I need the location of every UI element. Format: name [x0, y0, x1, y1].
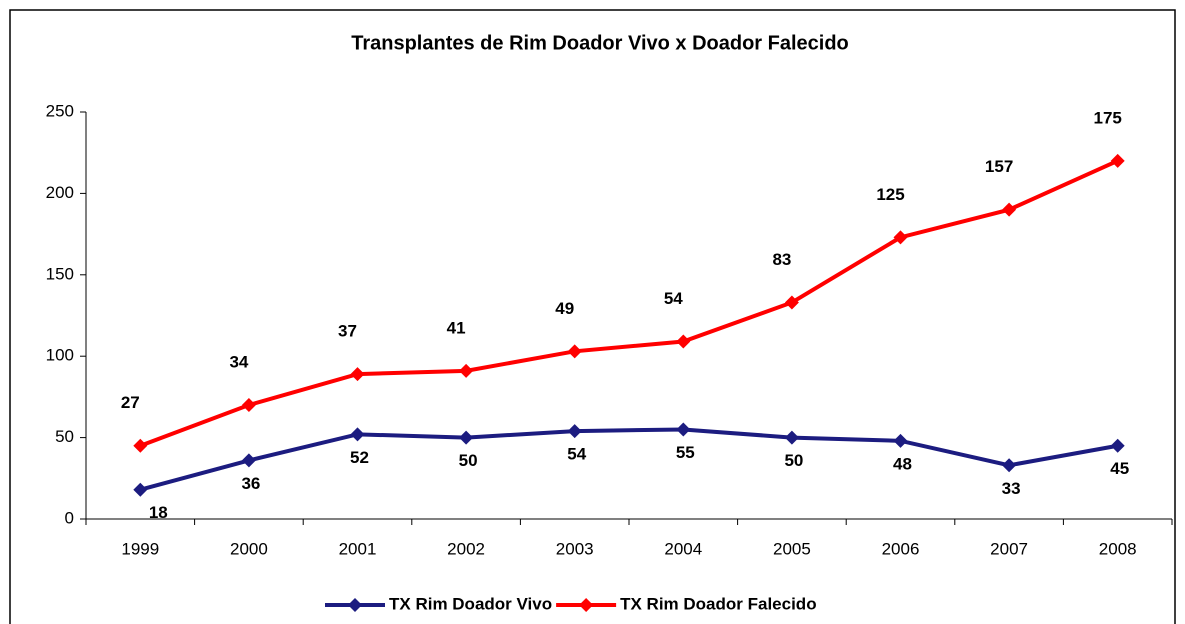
- y-tick-label: 150: [46, 264, 74, 283]
- data-label: 50: [459, 451, 478, 470]
- legend-label: TX Rim Doador Falecido: [620, 594, 816, 613]
- marker: [676, 422, 691, 437]
- data-label: 83: [772, 250, 791, 269]
- marker: [1002, 458, 1017, 473]
- data-label: 125: [876, 185, 904, 204]
- x-tick-label: 2002: [447, 539, 485, 558]
- y-tick-label: 200: [46, 183, 74, 202]
- marker: [893, 230, 908, 245]
- data-label: 54: [567, 445, 586, 464]
- x-tick-label: 2003: [556, 539, 594, 558]
- marker: [1110, 438, 1125, 453]
- y-tick-label: 250: [46, 101, 74, 120]
- data-label: 157: [985, 157, 1013, 176]
- marker: [784, 295, 799, 310]
- series-line: [139, 427, 1119, 492]
- data-label: 36: [241, 474, 260, 493]
- data-label: 49: [555, 299, 574, 318]
- data-label: 27: [121, 393, 140, 412]
- data-label: 55: [676, 443, 695, 462]
- data-label: 175: [1094, 108, 1122, 127]
- data-label: 34: [229, 353, 248, 372]
- data-label: 18: [149, 503, 168, 522]
- marker: [350, 427, 365, 442]
- y-tick-label: 0: [65, 508, 74, 527]
- x-tick-label: 2008: [1099, 539, 1137, 558]
- series-line: [139, 159, 1119, 448]
- data-label: 45: [1110, 459, 1129, 478]
- marker: [241, 398, 256, 413]
- y-tick-label: 100: [46, 346, 74, 365]
- x-tick-label: 2006: [882, 539, 920, 558]
- marker: [1110, 153, 1125, 168]
- x-tick-label: 2004: [664, 539, 702, 558]
- data-label: 48: [893, 454, 912, 473]
- legend-marker: [348, 598, 362, 612]
- chart-border: [9, 9, 1176, 624]
- x-tick-label: 2000: [230, 539, 268, 558]
- data-label: 37: [338, 322, 357, 341]
- marker: [241, 453, 256, 468]
- legend-marker: [579, 598, 594, 612]
- marker: [1002, 202, 1017, 217]
- x-tick-label: 2007: [990, 539, 1028, 558]
- x-tick-label: 2001: [339, 539, 377, 558]
- marker: [133, 438, 148, 453]
- marker: [567, 424, 582, 439]
- marker: [350, 367, 365, 382]
- x-tick-label: 2005: [773, 539, 811, 558]
- data-label: 54: [664, 289, 683, 308]
- data-label: 33: [1002, 479, 1021, 498]
- marker: [133, 482, 148, 497]
- marker: [676, 334, 691, 349]
- marker: [459, 430, 474, 445]
- chart-title: Transplantes de Rim Doador Vivo x Doador…: [351, 32, 849, 54]
- legend-label: TX Rim Doador Vivo: [389, 594, 552, 613]
- data-label: 41: [447, 318, 466, 337]
- x-tick-label: 1999: [121, 539, 159, 558]
- marker: [567, 344, 582, 359]
- y-tick-label: 50: [55, 427, 74, 446]
- data-label: 52: [350, 448, 369, 467]
- data-label: 50: [784, 451, 803, 470]
- marker: [893, 433, 908, 448]
- marker: [459, 363, 474, 378]
- marker: [784, 430, 799, 445]
